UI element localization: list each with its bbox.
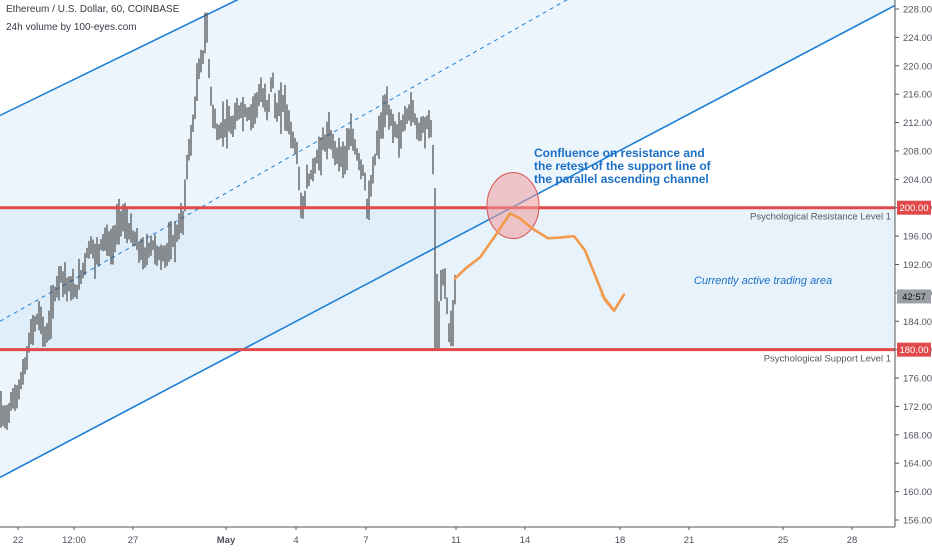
y-tick-label: 216.00 bbox=[903, 90, 932, 101]
time-axis-panel bbox=[0, 527, 932, 550]
channel-lower-line bbox=[0, 4, 896, 479]
x-tick-label: 12:00 bbox=[62, 535, 86, 546]
x-tick-label: 22 bbox=[13, 535, 24, 546]
level-label: Psychological Resistance Level 1 bbox=[750, 212, 891, 223]
y-tick-label: 176.00 bbox=[903, 374, 932, 385]
y-tick-label: 228.00 bbox=[903, 5, 932, 16]
y-tick-label: 160.00 bbox=[903, 487, 932, 498]
y-tick-label: 208.00 bbox=[903, 146, 932, 157]
current-price-tag bbox=[897, 289, 931, 304]
annotation-line: the retest of the support line of bbox=[534, 159, 712, 173]
y-tick-label: 224.00 bbox=[903, 33, 932, 44]
y-tick-label: 168.00 bbox=[903, 430, 932, 441]
x-tick-label: 14 bbox=[520, 535, 531, 546]
x-tick-label: 4 bbox=[293, 535, 298, 546]
y-tick-label: 172.00 bbox=[903, 402, 932, 413]
channel-fill-layer bbox=[0, 0, 895, 478]
projection-arrowhead bbox=[600, 293, 626, 312]
current-price-tag-label: 42:57 bbox=[902, 292, 926, 303]
x-tick-label: 28 bbox=[847, 535, 858, 546]
x-tick-label: May bbox=[217, 535, 236, 546]
indicator-label: 24h volume by 100-eyes.com bbox=[6, 22, 137, 33]
x-tick-label: 27 bbox=[128, 535, 139, 546]
x-tick-label: 7 bbox=[363, 535, 368, 546]
level-label: Psychological Support Level 1 bbox=[764, 354, 891, 365]
symbol-title: Ethereum / U.S. Dollar, 60, COINBASE bbox=[6, 4, 180, 15]
levels-layer: Psychological Resistance Level 1 Psycholo… bbox=[0, 206, 895, 365]
y-tick-label: 220.00 bbox=[903, 61, 932, 72]
channel-lines-layer bbox=[0, 0, 896, 479]
y-tick-label: 192.00 bbox=[903, 260, 932, 271]
x-tick-label: 25 bbox=[778, 535, 789, 546]
annotation-line: Confluence on resistance and bbox=[534, 146, 705, 160]
level-price-tag-label: 200.00 bbox=[899, 203, 928, 214]
price-axis-panel bbox=[895, 0, 932, 550]
projection-layer bbox=[453, 172, 626, 312]
y-tick-label: 212.00 bbox=[903, 118, 932, 129]
level-price-tag-label: 180.00 bbox=[899, 345, 928, 356]
x-tick-label: 11 bbox=[451, 535, 461, 546]
trading-area-fill bbox=[0, 207, 895, 350]
level-price-tag bbox=[897, 200, 931, 215]
y-tick-label: 156.00 bbox=[903, 516, 932, 527]
x-tick-label: 21 bbox=[684, 535, 695, 546]
y-tick-label: 184.00 bbox=[903, 317, 932, 328]
x-tick-label: 18 bbox=[615, 535, 626, 546]
annotation-line: the parallel ascending channel bbox=[534, 172, 709, 186]
channel-upper-line bbox=[0, 0, 239, 117]
y-tick-label: 196.00 bbox=[903, 232, 932, 243]
y-tick-label: 164.00 bbox=[903, 459, 932, 470]
price-bars-layer bbox=[0, 12, 456, 430]
trading-area-label: Currently active trading area bbox=[694, 275, 832, 287]
y-tick-label: 204.00 bbox=[903, 175, 932, 186]
level-price-tag bbox=[897, 342, 931, 357]
projection-path bbox=[453, 212, 616, 312]
